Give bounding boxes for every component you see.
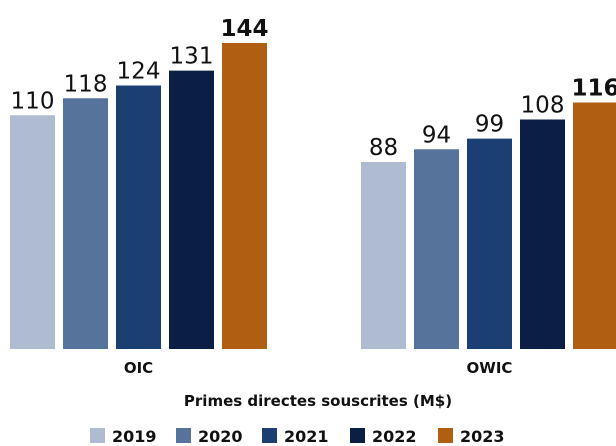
bar-owic-2021 (467, 138, 512, 349)
legend-label-2019: 2019 (112, 427, 157, 446)
bar-owic-2023 (573, 102, 616, 349)
legend-swatch-2022 (350, 428, 365, 443)
value-label-owic-2020: 94 (422, 122, 451, 148)
legend-item-2019: 2019 (90, 427, 157, 446)
value-label-owic-2022: 108 (521, 93, 565, 119)
value-label-oic-2020: 118 (64, 71, 108, 97)
value-label-oic-2023: 144 (220, 16, 268, 42)
bar-owic-2020 (414, 149, 459, 349)
legend-label-2023: 2023 (460, 427, 505, 446)
bar-oic-2023 (222, 43, 267, 349)
bar-oic-2021 (116, 85, 161, 349)
legend-swatch-2020 (176, 428, 191, 443)
value-label-oic-2022: 131 (170, 44, 214, 70)
bars-layer (10, 43, 616, 349)
value-label-owic-2023: 116 (571, 76, 616, 102)
legend-item-2022: 2022 (350, 427, 417, 446)
category-labels-layer: OIC OWIC (124, 359, 513, 377)
value-label-owic-2019: 88 (369, 135, 398, 161)
bar-oic-2019 (10, 115, 55, 349)
legend-label-2022: 2022 (372, 427, 417, 446)
legend-label-2020: 2020 (198, 427, 243, 446)
legend-item-2021: 2021 (262, 427, 329, 446)
bar-owic-2019 (361, 162, 406, 349)
legend-swatch-2023 (438, 428, 453, 443)
bar-oic-2022 (169, 70, 214, 349)
legend-label-2021: 2021 (284, 427, 329, 446)
legend-swatch-2021 (262, 428, 277, 443)
bar-oic-2020 (63, 98, 108, 349)
bar-owic-2022 (520, 119, 565, 349)
value-label-oic-2021: 124 (117, 59, 161, 85)
category-label-owic: OWIC (467, 359, 513, 377)
legend-item-2020: 2020 (176, 427, 243, 446)
legend-swatch-2019 (90, 428, 105, 443)
value-label-oic-2019: 110 (11, 88, 55, 114)
value-label-owic-2021: 99 (475, 112, 504, 138)
category-label-oic: OIC (124, 359, 153, 377)
x-axis-title: Primes directes souscrites (M$) (184, 392, 452, 410)
legend-item-2023: 2023 (438, 427, 505, 446)
legend: 2019 2020 2021 2022 2023 (90, 427, 505, 446)
